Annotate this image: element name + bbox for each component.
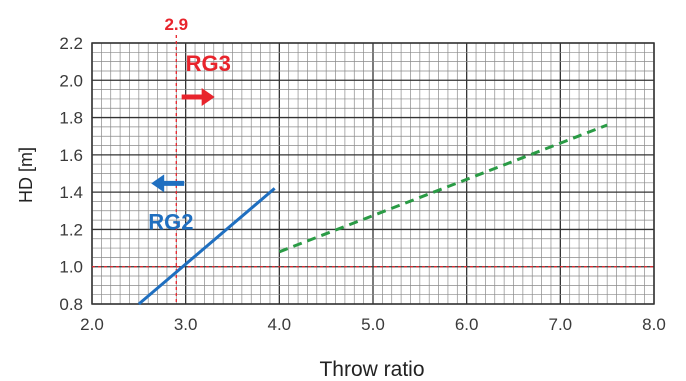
y-tick-label: 1.0 (59, 258, 83, 277)
annotations: RG3 RG2 (148, 51, 231, 234)
plot-border (91, 42, 655, 305)
y-tick-label: 2.0 (59, 71, 83, 90)
y-tick-label: 1.2 (59, 220, 83, 239)
reference-lines: 2.9 (92, 15, 654, 304)
grid (91, 42, 655, 305)
x-tick-label: 6.0 (455, 315, 479, 334)
y-tick-label: 0.8 (59, 295, 83, 314)
x-tick-label: 5.0 (361, 315, 385, 334)
reference-label: 2.9 (164, 15, 188, 34)
tick-labels: 2.0 3.0 4.0 5.0 6.0 7.0 8.0 0.8 1.0 1.2 1.4 1.6 1.8 2… (59, 34, 665, 334)
series-line-green-dashed (278, 123, 608, 254)
arrow-right-icon-head (201, 87, 215, 106)
series (137, 123, 608, 306)
x-tick-label: 2.0 (80, 315, 104, 334)
x-tick-label: 3.0 (174, 315, 198, 334)
series-line-blue (137, 187, 276, 306)
y-tick-label: 2.2 (59, 34, 83, 53)
y-tick-label: 1.6 (59, 146, 83, 165)
y-tick-label: 1.4 (59, 183, 83, 202)
x-tick-label: 7.0 (549, 315, 573, 334)
annotation-label: RG2 (148, 209, 193, 234)
y-tick-label: 1.8 (59, 109, 83, 128)
annotation-label: RG3 (186, 51, 231, 76)
x-axis-title: Throw ratio (319, 358, 424, 381)
x-tick-label: 8.0 (642, 315, 666, 334)
arrow-left-icon-head (151, 174, 165, 193)
x-tick-label: 4.0 (268, 315, 292, 334)
y-axis-title: HD [m] (16, 147, 36, 203)
